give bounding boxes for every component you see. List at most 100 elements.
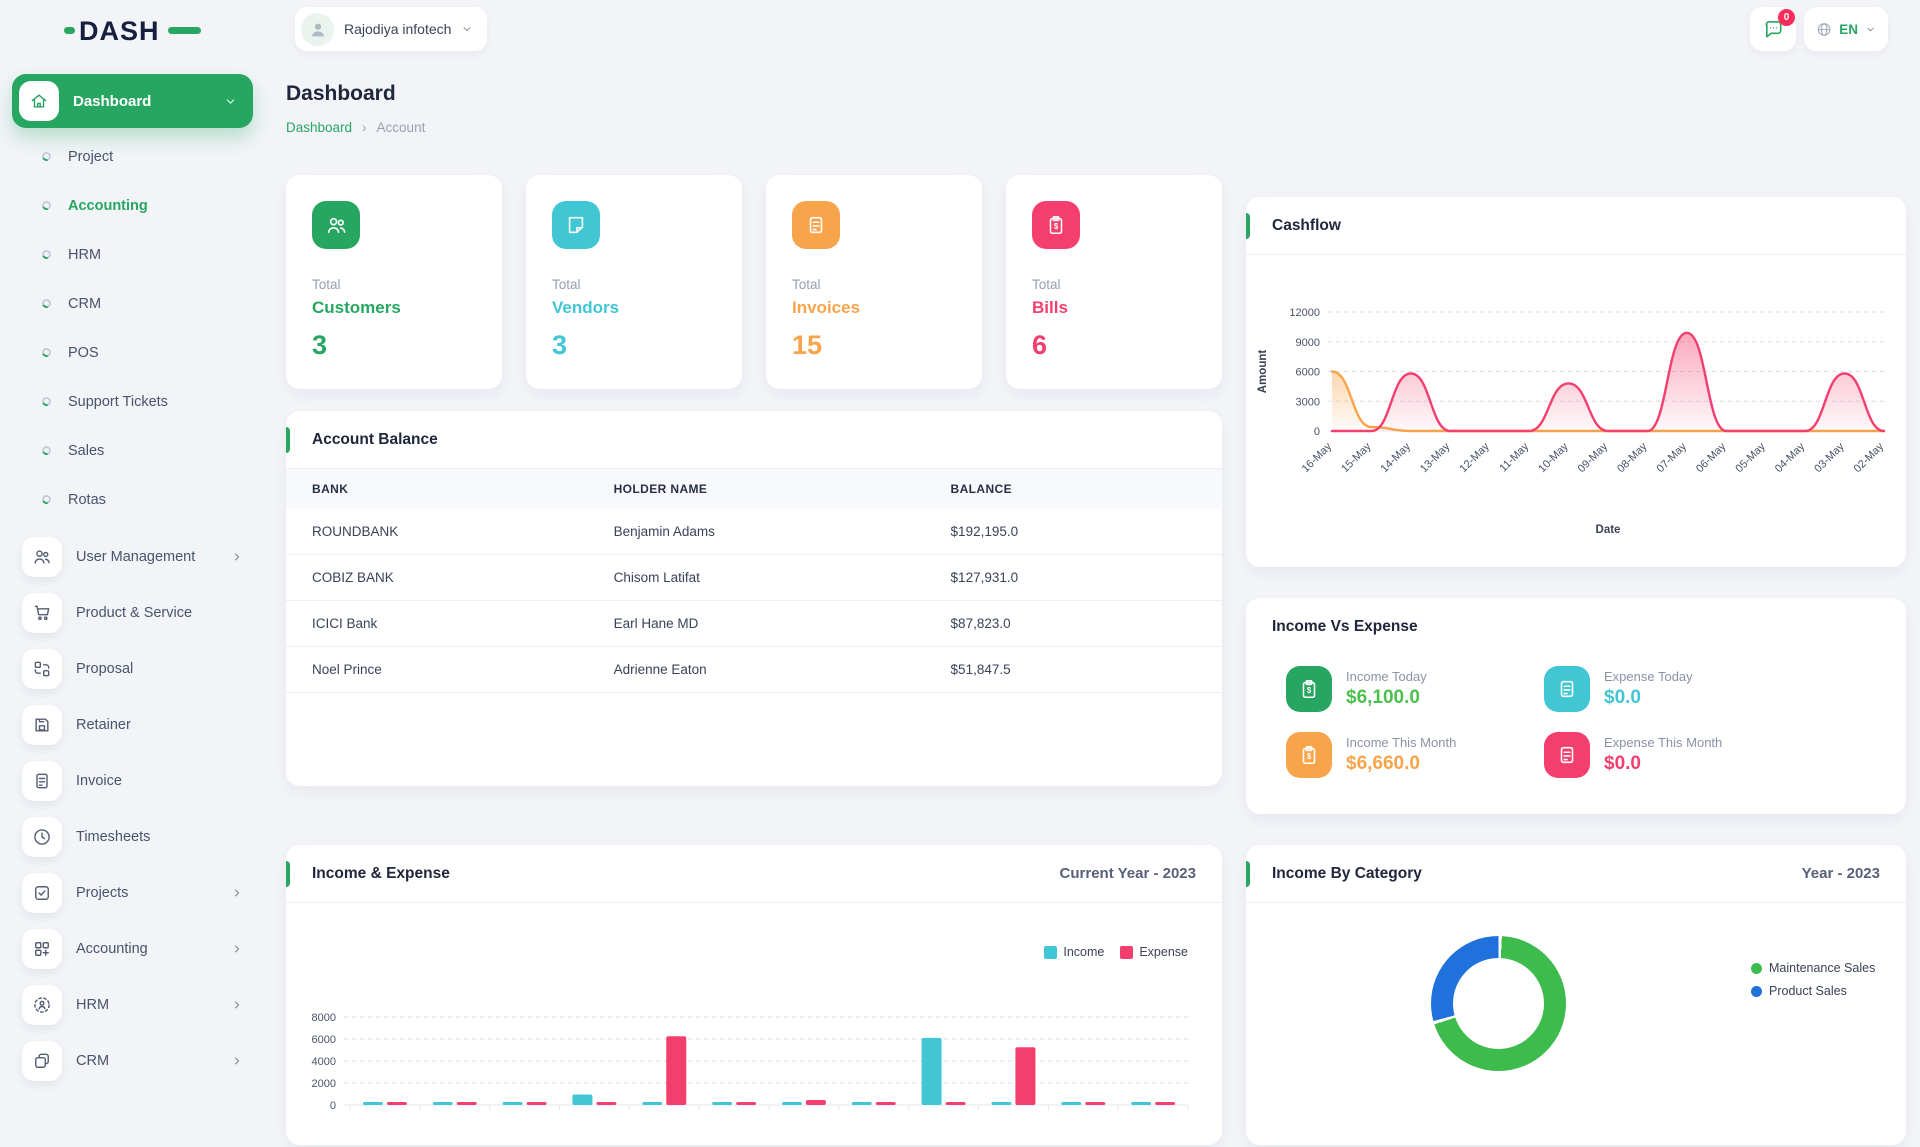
sidebar: Dashboard Project Accounting HRM CRM POS…: [0, 66, 265, 1081]
bullet-icon: [40, 297, 53, 310]
check-square-icon: [22, 873, 62, 913]
chevron-right-icon: [231, 887, 243, 899]
svg-text:06-May: 06-May: [1694, 440, 1729, 475]
notification-badge: 0: [1778, 9, 1795, 26]
sidebar-item-hrm[interactable]: HRM: [12, 230, 253, 279]
breadcrumb: Dashboard › Account: [286, 120, 425, 135]
home-icon: [19, 81, 59, 121]
sidebar-item-rotas[interactable]: Rotas: [12, 475, 253, 524]
sidebar-item-accounting-module[interactable]: Accounting: [12, 921, 253, 977]
card-title: Account Balance: [312, 430, 438, 448]
legend-dot-product-sales: [1751, 985, 1762, 997]
svg-text:$: $: [1307, 686, 1312, 695]
svg-text:10-May: 10-May: [1536, 440, 1571, 475]
income-by-category-donut: [1431, 936, 1566, 1071]
company-name: Rajodiya infotech: [344, 21, 452, 37]
users-icon: [312, 201, 360, 249]
sidebar-item-crm-module[interactable]: CRM: [12, 1033, 253, 1089]
income-vs-expense-card: Income Vs Expense $ Income Today $6,100.…: [1246, 598, 1906, 814]
svg-text:0: 0: [1314, 426, 1320, 438]
legend-dot-maintenance-sales: [1751, 962, 1762, 974]
svg-text:15-May: 15-May: [1339, 440, 1374, 475]
svg-text:Amount: Amount: [1257, 350, 1269, 394]
stat-card-invoices: Total Invoices 15: [766, 175, 982, 389]
users-icon: [22, 537, 62, 577]
language-selector[interactable]: EN: [1804, 7, 1888, 51]
stat-value: 6: [1032, 330, 1048, 360]
stat-value: 15: [792, 330, 823, 360]
sidebar-menu: User Management Product & Service Propos…: [12, 529, 253, 1089]
cart-icon: [22, 593, 62, 633]
income-today: $ Income Today $6,100.0: [1286, 666, 1427, 712]
chart-legend: Income Expense: [1044, 945, 1188, 959]
sidebar-item-retainer[interactable]: Retainer: [12, 697, 253, 753]
sidebar-item-label: Dashboard: [73, 92, 152, 110]
overlap-squares-icon: [22, 1041, 62, 1081]
language-code: EN: [1839, 21, 1858, 37]
table-header-row: BANK HOLDER NAME BALANCE: [286, 469, 1222, 509]
legend-swatch-expense: [1120, 945, 1134, 959]
expense-this-month: Expense This Month $0.0: [1544, 732, 1722, 778]
table-row: ICICI Bank Earl Hane MD $87,823.0: [286, 600, 1222, 647]
svg-text:09-May: 09-May: [1576, 440, 1611, 475]
sidebar-item-hrm-module[interactable]: HRM: [12, 977, 253, 1033]
svg-text:6000: 6000: [312, 1034, 336, 1046]
table-row: Noel Prince Adrienne Eaton $51,847.5: [286, 646, 1222, 693]
accent-bar: [1246, 861, 1250, 887]
sidebar-item-dashboard[interactable]: Dashboard: [12, 74, 253, 128]
sidebar-item-pos[interactable]: POS: [12, 328, 253, 377]
svg-text:4000: 4000: [312, 1056, 336, 1068]
save-icon: [22, 705, 62, 745]
workspace-selector[interactable]: Rajodiya infotech: [295, 7, 488, 51]
card-title: Income By Category: [1272, 864, 1422, 882]
table-row: ROUNDBANK Benjamin Adams $192,195.0: [286, 509, 1222, 555]
svg-text:08-May: 08-May: [1615, 440, 1650, 475]
svg-text:9000: 9000: [1296, 337, 1320, 349]
document-icon: [1544, 666, 1590, 712]
chevron-right-icon: [231, 999, 243, 1011]
clipboard-dollar-icon: $: [1286, 732, 1332, 778]
svg-text:8000: 8000: [312, 1012, 336, 1024]
sidebar-item-product-service[interactable]: Product & Service: [12, 585, 253, 641]
grid-plus-icon: [22, 929, 62, 969]
svg-text:03-May: 03-May: [1812, 440, 1847, 475]
cashflow-chart: 0 3000 6000 9000 12000 16-May 15-May 14-May 13-M…: [1257, 307, 1887, 536]
account-balance-card: Account Balance BANK HOLDER NAME BALANCE…: [286, 411, 1222, 786]
sidebar-item-proposal[interactable]: Proposal: [12, 641, 253, 697]
svg-text:02-May: 02-May: [1852, 440, 1887, 475]
sidebar-item-invoice[interactable]: Invoice: [12, 753, 253, 809]
logo-text: DASH: [79, 16, 160, 46]
globe-icon: [1817, 22, 1831, 36]
bullet-icon: [40, 346, 53, 359]
sidebar-item-user-management[interactable]: User Management: [12, 529, 253, 585]
sidebar-item-timesheets[interactable]: Timesheets: [12, 809, 253, 865]
svg-text:12000: 12000: [1289, 307, 1320, 319]
avatar: [301, 12, 334, 46]
sidebar-item-crm[interactable]: CRM: [12, 279, 253, 328]
svg-text:11-May: 11-May: [1497, 440, 1531, 474]
accent-bar: [286, 861, 290, 887]
sidebar-item-project[interactable]: Project: [12, 132, 253, 181]
stats-row: Total Customers 3 Total Vendors 3 Total …: [286, 175, 1222, 389]
sidebar-item-projects[interactable]: Projects: [12, 865, 253, 921]
card-title: Income Vs Expense: [1272, 618, 1418, 635]
svg-text:Date: Date: [1596, 524, 1621, 536]
accent-bar: [286, 427, 290, 453]
messages-button[interactable]: 0: [1750, 7, 1796, 51]
card-title: Cashflow: [1272, 216, 1341, 234]
svg-text:0: 0: [330, 1100, 336, 1112]
sidebar-item-sales[interactable]: Sales: [12, 426, 253, 475]
legend-swatch-income: [1044, 945, 1058, 959]
cashflow-card: Cashflow 0 3000 6000 9000 12000 16-May 15-May 1…: [1246, 197, 1906, 567]
svg-text:6000: 6000: [1296, 367, 1320, 379]
stat-value: 3: [312, 330, 328, 360]
chevron-down-icon: [1865, 24, 1876, 35]
sidebar-item-accounting[interactable]: Accounting: [12, 181, 253, 230]
sidebar-item-support-tickets[interactable]: Support Tickets: [12, 377, 253, 426]
accent-bar: [1246, 213, 1250, 239]
breadcrumb-dashboard-link[interactable]: Dashboard: [286, 120, 353, 135]
document-icon: [1544, 732, 1590, 778]
income-by-category-card: Income By Category Year - 2023 Maintenan…: [1246, 845, 1906, 1145]
stat-card-customers: Total Customers 3: [286, 175, 502, 389]
